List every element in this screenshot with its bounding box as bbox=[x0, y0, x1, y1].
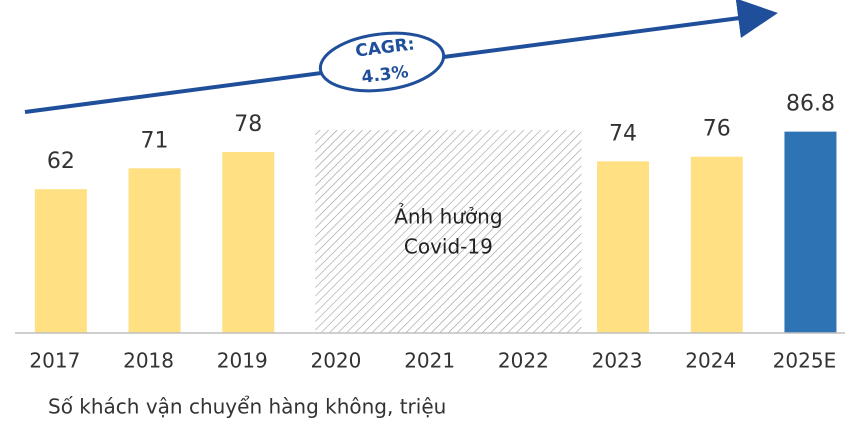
x-tick-label: 2018 bbox=[123, 349, 174, 373]
bar bbox=[597, 161, 650, 333]
value-label: 76 bbox=[703, 117, 731, 142]
x-tick-label: 2019 bbox=[217, 349, 268, 373]
covid-hatch bbox=[315, 130, 582, 333]
bar bbox=[690, 156, 743, 333]
covid-note: Covid-19 bbox=[404, 235, 493, 259]
bar bbox=[128, 168, 181, 333]
x-tick-label: 2021 bbox=[404, 349, 455, 373]
value-label: 71 bbox=[141, 128, 169, 153]
x-tick-label: 2025E bbox=[773, 349, 837, 373]
value-label: 86.8 bbox=[786, 92, 835, 117]
value-label: 78 bbox=[234, 112, 262, 137]
x-tick-label: 2024 bbox=[685, 349, 736, 373]
bar bbox=[784, 131, 837, 333]
cagr-bubble bbox=[318, 31, 446, 93]
x-tick-label: 2022 bbox=[498, 349, 549, 373]
x-tick-label: 2017 bbox=[29, 349, 80, 373]
footnote: Số khách vận chuyển hàng không, triệu bbox=[48, 395, 446, 419]
x-tick-label: 2020 bbox=[310, 349, 361, 373]
bar bbox=[34, 189, 87, 333]
bar bbox=[222, 152, 275, 333]
x-tick-label: 2023 bbox=[592, 349, 643, 373]
value-label: 62 bbox=[47, 149, 75, 174]
value-label: 74 bbox=[609, 121, 637, 146]
covid-note: Ảnh hưởng bbox=[394, 204, 502, 229]
